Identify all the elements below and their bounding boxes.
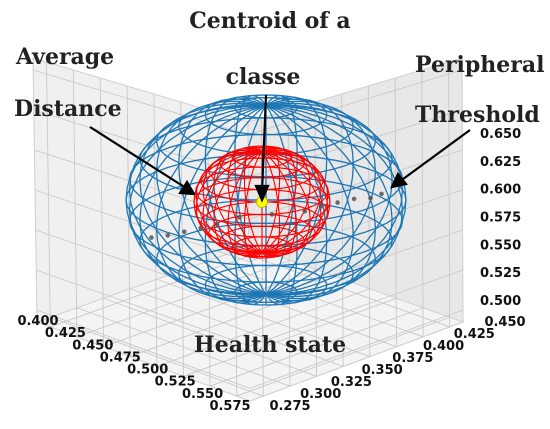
x-grid-wall-line xyxy=(45,61,51,327)
average-label-line1: Average xyxy=(15,44,114,70)
y-tick-label: 0.300 xyxy=(300,387,341,402)
y-grid-wall-line xyxy=(421,69,424,337)
data-point xyxy=(302,209,308,214)
x-grid-wall-line xyxy=(99,77,105,347)
y-tick-label: 0.450 xyxy=(484,315,525,330)
z-tick-label: 0.650 xyxy=(480,127,521,142)
average-arrow xyxy=(89,126,187,189)
data-point xyxy=(182,229,187,234)
data-point xyxy=(149,235,154,240)
x-grid-floor-line xyxy=(103,269,317,348)
y-tick-label: 0.400 xyxy=(423,339,464,354)
data-point xyxy=(214,222,220,227)
z-tick-label: 0.500 xyxy=(480,294,521,309)
health-state-label: Health state xyxy=(194,332,346,358)
axes-panes xyxy=(32,57,465,402)
peripheral-label-line2: Threshold xyxy=(415,102,540,128)
data-point xyxy=(335,200,340,205)
outer-sphere-meridian xyxy=(128,104,404,296)
peripheral-label-line1: Peripheral xyxy=(415,52,544,78)
y-grid-wall-line xyxy=(314,101,318,377)
x-tick-label: 0.550 xyxy=(182,387,223,402)
z-tick-label: 0.625 xyxy=(480,155,521,170)
x-tick-label: 0.525 xyxy=(155,375,196,390)
z-grid-line xyxy=(36,269,463,347)
centroid-title-line2: classe xyxy=(226,64,301,90)
y-tick-label: 0.350 xyxy=(362,363,403,378)
annotations: Centroid of a classe Average Distance Pe… xyxy=(14,8,544,358)
x-grid-wall-line xyxy=(72,69,78,337)
data-point xyxy=(318,203,324,209)
y-tick-label: 0.425 xyxy=(454,327,495,342)
data-point xyxy=(351,196,357,202)
y-grid-wall-line xyxy=(394,77,397,347)
y-tick-label: 0.325 xyxy=(331,375,372,390)
y-tick-label: 0.275 xyxy=(269,399,310,414)
average-label-line2: Distance xyxy=(14,96,122,122)
x-tick-label: 0.500 xyxy=(127,363,168,378)
data-point xyxy=(379,191,384,197)
z-tick-label: 0.600 xyxy=(480,183,521,198)
y-tick-label: 0.375 xyxy=(392,351,433,366)
y-grid-floor-line xyxy=(209,259,424,338)
y-grid-wall-line xyxy=(448,61,451,327)
data-point xyxy=(198,225,203,231)
data-point xyxy=(236,215,242,220)
centroid-arrow xyxy=(260,94,268,193)
x-grid-floor-line xyxy=(76,259,291,338)
data-point xyxy=(368,195,373,201)
y-grid-floor-line xyxy=(50,316,264,397)
inner-sphere-meridian xyxy=(195,150,329,254)
data-point xyxy=(165,233,171,238)
x-grid-floor-line xyxy=(156,288,370,367)
peripheral-arrow xyxy=(398,129,471,183)
y-grid-floor-line xyxy=(76,307,291,387)
z-tick-label: 0.525 xyxy=(480,266,521,281)
average-arrowhead xyxy=(178,179,197,196)
arrows xyxy=(89,94,471,203)
x-grid-wall-line xyxy=(126,85,131,357)
z-grid-line xyxy=(36,309,464,389)
y-grid-floor-line xyxy=(183,269,397,348)
data-point xyxy=(269,212,275,217)
x-tick-label: 0.400 xyxy=(17,314,58,329)
centroid-arrowhead xyxy=(254,184,270,203)
x-tick-label: 0.450 xyxy=(72,338,113,353)
y-grid-floor-line xyxy=(156,278,370,357)
spheres xyxy=(125,94,407,306)
centroid-title-line1: Centroid of a xyxy=(189,8,350,34)
peripheral-arrowhead xyxy=(390,171,408,189)
x-tick-label: 0.475 xyxy=(100,350,141,365)
y-grid-floor-line xyxy=(103,297,317,377)
z-tick-label: 0.550 xyxy=(480,238,521,253)
x-tick-label: 0.425 xyxy=(45,326,86,341)
z-tick-label: 0.575 xyxy=(480,211,521,226)
tick-labels: 0.4000.4250.4500.4750.5000.5250.5500.575… xyxy=(17,127,525,414)
x-tick-label: 0.575 xyxy=(209,399,250,414)
y-grid-floor-line xyxy=(130,288,344,367)
